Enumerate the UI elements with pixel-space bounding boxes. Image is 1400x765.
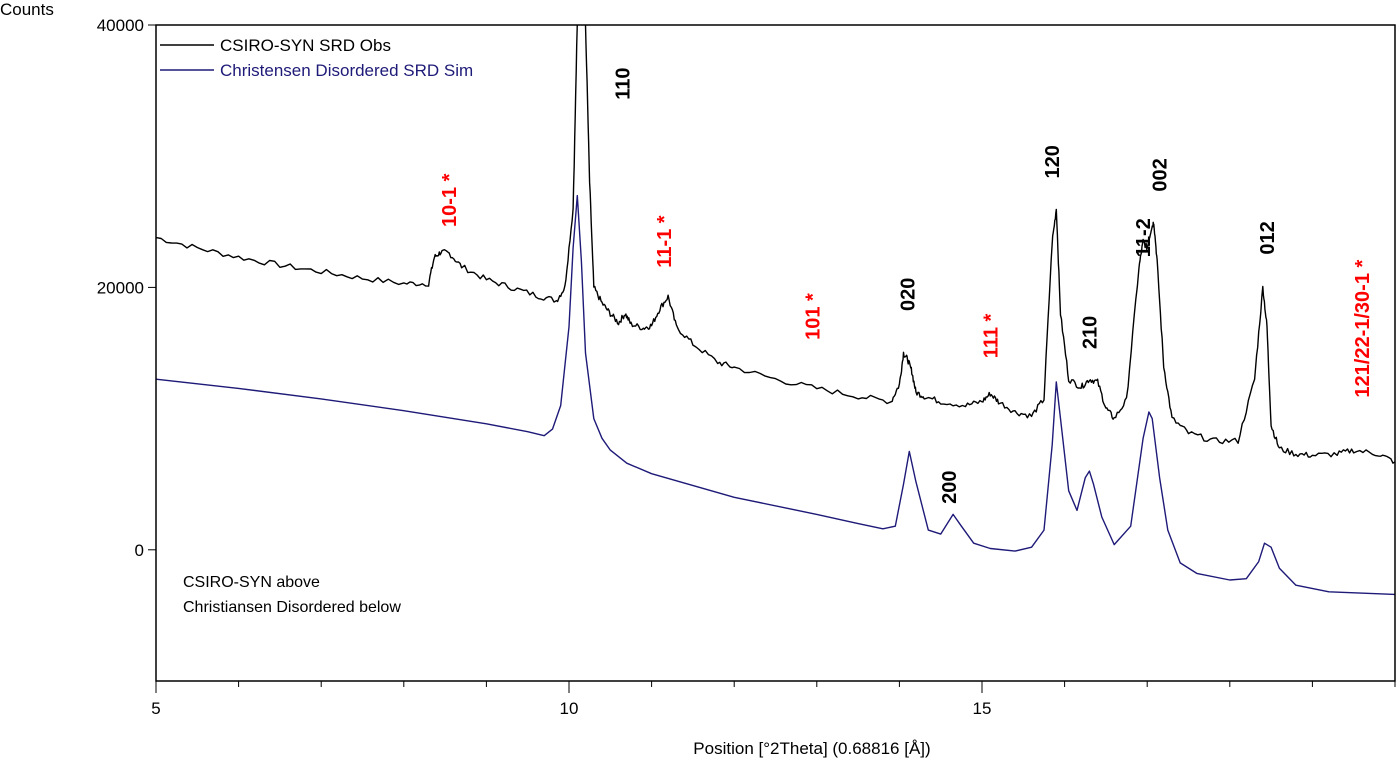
annotation-line-2: Christiansen Disordered below [183,599,401,616]
peak-label: 11-2 [1133,218,1155,257]
legend-label-obs: CSIRO-SYN SRD Obs [220,36,391,55]
x-tick-label: 15 [973,699,992,718]
y-tick-label: 0 [135,541,144,560]
y-axis-title: Counts [0,0,54,19]
peak-label: 101 * [803,293,825,340]
series-line-sim [156,194,1395,596]
x-axis-title: Position [°2Theta] (0.68816 [Å]) [693,739,930,758]
y-tick-label: 40000 [97,16,144,35]
legend-label-sim: Christensen Disordered SRD Sim [220,61,473,80]
y-tick-label: 20000 [97,278,144,297]
peak-label: 012 [1257,221,1279,254]
peak-label: 210 [1079,316,1101,349]
peak-label: 110 [613,68,635,100]
series-line-obs [156,25,1395,464]
annotation-line-1: CSIRO-SYN above [183,574,320,591]
peak-label: 121/22-1/30-1 * [1352,260,1374,398]
legend: CSIRO-SYN SRD Obs Christensen Disordered… [160,36,473,80]
plot-frame [155,24,1396,682]
x-tick-label: 5 [151,699,160,718]
x-tick-label: 10 [560,699,579,718]
peak-label: 002 [1150,158,1172,191]
peak-label: 10-1 * [439,173,461,227]
peak-label: 111 * [980,313,1002,358]
peak-label: 11-1 * [654,215,676,267]
peak-label: 200 [939,471,961,504]
peak-label: 120 [1042,145,1064,178]
peak-label: 020 [898,278,920,311]
annotation-note: CSIRO-SYN above Christiansen Disordered … [183,574,401,616]
